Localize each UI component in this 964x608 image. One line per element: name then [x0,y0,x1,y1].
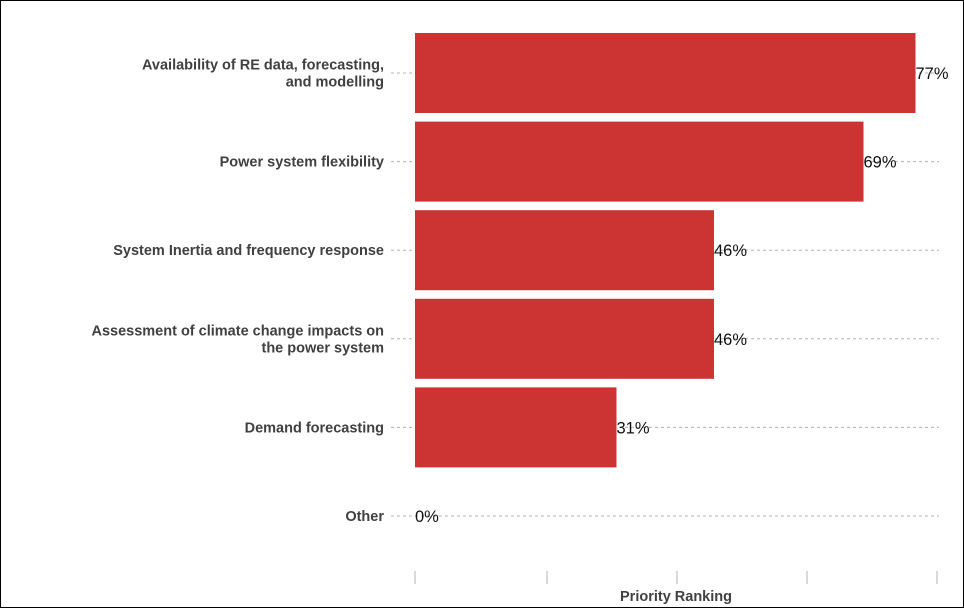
value-labels: 77% 69% 46% 46% 31% 0% [415,65,949,526]
bar [415,210,714,291]
bar [415,387,617,468]
category-labels: Availability of RE data, forecasting,and… [91,58,384,526]
value-label: 46% [714,242,747,260]
gridlines [391,72,939,517]
bar [415,33,916,113]
value-label: 0% [415,508,439,526]
category-label: Other [345,509,384,525]
value-label: 31% [617,419,650,437]
x-axis-title: Priority Ranking [620,589,732,605]
category-label: System Inertia and frequency response [113,243,384,259]
category-label: the power system [262,340,385,356]
bar [415,121,864,202]
bars [415,33,916,468]
bar [415,298,714,379]
category-label: and modelling [286,75,384,91]
x-axis: Priority Ranking [414,571,938,605]
category-label: Power system flexibility [220,155,384,171]
category-label: Demand forecasting [245,420,384,436]
value-label: 46% [714,331,747,349]
category-label: Availability of RE data, forecasting, [142,58,384,74]
value-label: 77% [916,65,949,83]
category-label: Assessment of climate change impacts on [91,323,384,339]
value-label: 69% [864,154,897,172]
